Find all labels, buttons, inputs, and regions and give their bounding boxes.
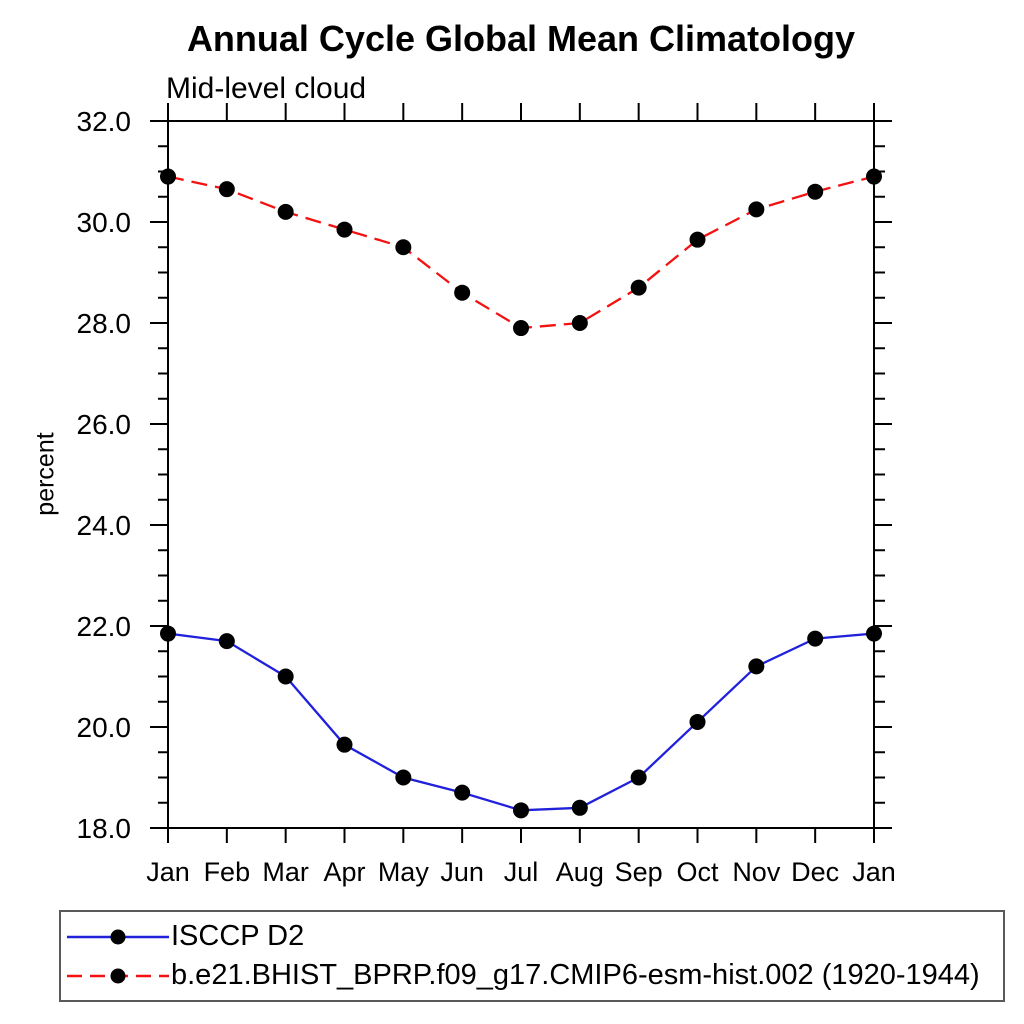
- svg-text:May: May: [378, 857, 430, 887]
- chart-subtitle: Mid-level cloud: [166, 72, 367, 105]
- data-point-marker: [866, 625, 882, 642]
- svg-text:20.0: 20.0: [77, 712, 132, 743]
- data-point-marker: [218, 181, 235, 198]
- data-point-marker: [513, 320, 529, 337]
- data-point-marker: [395, 769, 412, 786]
- legend-sample-solid-line: [67, 929, 169, 944]
- data-point-marker: [277, 203, 294, 220]
- data-point-marker: [160, 625, 176, 642]
- series-line: [167, 175, 875, 330]
- data-point-marker: [630, 769, 647, 786]
- svg-text:Oct: Oct: [676, 857, 719, 887]
- x-axis-tick-labels: Jan Feb Mar Apr May Jun Jul Aug Sep Oct Nov Dec Jan: [146, 857, 896, 887]
- svg-text:Aug: Aug: [556, 857, 604, 887]
- svg-text:24.0: 24.0: [77, 510, 132, 541]
- data-point-marker: [160, 168, 176, 185]
- data-point-marker: [689, 713, 706, 730]
- data-point-marker: [748, 658, 765, 675]
- axis-frame: [167, 120, 875, 829]
- svg-text:Jan: Jan: [146, 857, 190, 887]
- data-point-marker: [630, 279, 647, 296]
- series-model-run: [160, 168, 882, 337]
- svg-text:Nov: Nov: [732, 857, 781, 887]
- svg-text:Jan: Jan: [852, 857, 896, 887]
- series-line: [167, 632, 875, 812]
- data-point-marker: [807, 183, 824, 200]
- data-point-marker: [336, 221, 353, 238]
- legend-marker-dot: [110, 968, 126, 983]
- data-point-marker: [571, 799, 588, 816]
- x-axis-ticks: [167, 103, 875, 843]
- data-point-marker: [277, 668, 294, 685]
- legend-sample-dashed-line: [67, 968, 169, 983]
- data-point-marker: [395, 239, 412, 256]
- svg-text:18.0: 18.0: [77, 813, 132, 844]
- data-point-marker: [454, 284, 471, 301]
- legend-item-model-run: b.e21.BHIST_BPRP.f09_g17.CMIP6-esm-hist.…: [65, 961, 1003, 991]
- data-point-marker: [748, 201, 765, 218]
- series-isccp-d2: [160, 625, 882, 819]
- data-point-marker: [571, 315, 588, 331]
- svg-text:26.0: 26.0: [77, 409, 132, 440]
- data-point-marker: [689, 231, 706, 248]
- svg-text:Jun: Jun: [440, 857, 484, 887]
- svg-text:Apr: Apr: [323, 857, 365, 887]
- data-point-marker: [454, 784, 471, 801]
- data-point-marker: [807, 630, 824, 647]
- legend-item-isccp-d2: ISCCP D2: [65, 922, 1003, 952]
- y-axis-ticks: [150, 120, 892, 829]
- data-point-marker: [336, 736, 353, 753]
- legend-box: ISCCP D2 b.e21.BHIST_BPRP.f09_g17.CMIP6-…: [59, 910, 1005, 1002]
- legend-item-label: b.e21.BHIST_BPRP.f09_g17.CMIP6-esm-hist.…: [171, 959, 980, 991]
- svg-text:28.0: 28.0: [77, 308, 132, 339]
- chart-title: Annual Cycle Global Mean Climatology: [186, 18, 856, 59]
- svg-text:Jul: Jul: [504, 857, 539, 887]
- legend-marker-dot: [110, 929, 126, 944]
- data-point-marker: [513, 802, 529, 819]
- svg-text:22.0: 22.0: [77, 611, 132, 642]
- svg-text:32.0: 32.0: [77, 106, 132, 137]
- legend-item-label: ISCCP D2: [171, 920, 305, 952]
- svg-text:Feb: Feb: [204, 857, 251, 887]
- svg-text:Mar: Mar: [262, 857, 309, 887]
- data-point-marker: [218, 633, 235, 650]
- svg-text:Dec: Dec: [791, 857, 839, 887]
- y-axis-tick-labels: 18.0 20.0 22.0 24.0 26.0 28.0 30.0 32.0: [77, 106, 132, 844]
- data-point-marker: [866, 168, 882, 185]
- svg-text:Sep: Sep: [615, 857, 663, 887]
- svg-text:30.0: 30.0: [77, 207, 132, 238]
